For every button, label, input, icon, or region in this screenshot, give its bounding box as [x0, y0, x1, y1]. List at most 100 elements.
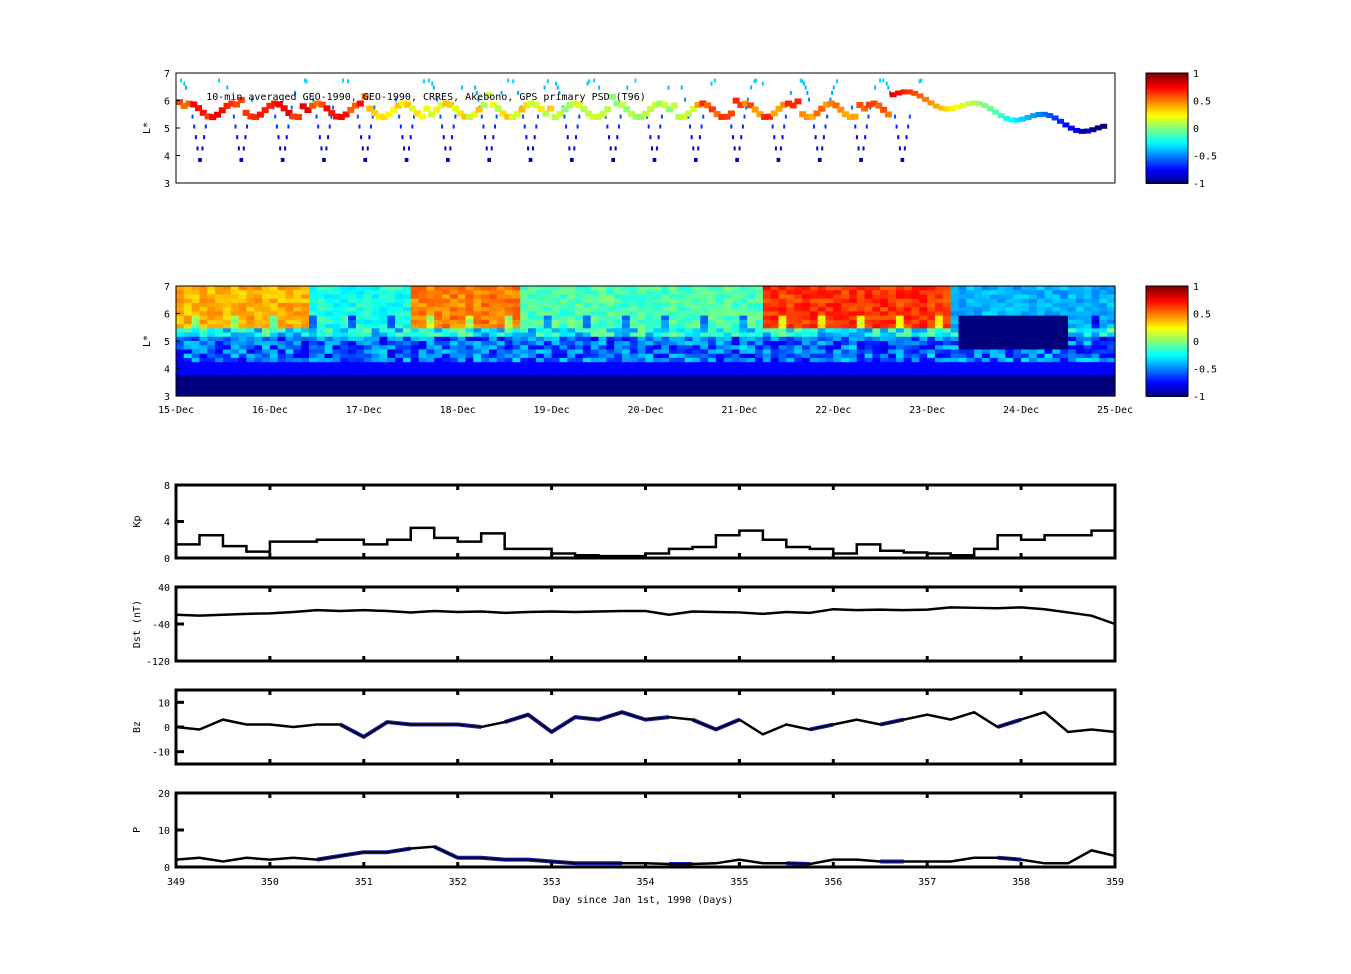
heatmap-cell: [1005, 307, 1014, 312]
observation-point: [746, 97, 749, 102]
heatmap-cell: [935, 290, 944, 296]
observation-point: [522, 114, 525, 119]
observation-point: [867, 114, 870, 119]
heatmap-cell: [927, 379, 936, 384]
heatmap-cell: [880, 328, 889, 334]
heatmap-cell: [348, 341, 357, 346]
geo-observation: [256, 111, 264, 118]
heatmap-cell: [215, 366, 224, 372]
heatmap-cell: [802, 315, 811, 321]
heatmap-cell: [825, 307, 834, 312]
heatmap-cell: [981, 391, 991, 397]
heatmap-cell: [629, 362, 639, 367]
geo-observation: [328, 110, 336, 117]
heatmap-cell: [841, 383, 850, 389]
heatmap-cell: [684, 349, 694, 355]
heatmap-cell: [1091, 370, 1100, 376]
heatmap-cell: [559, 341, 568, 346]
heatmap-cell: [598, 374, 607, 380]
heatmap-cell: [269, 379, 279, 384]
x-tick-label: 355: [730, 877, 748, 888]
heatmap-cell: [739, 298, 748, 304]
heatmap-cell: [176, 286, 185, 291]
heatmap-cell: [927, 366, 936, 372]
heatmap-cell: [770, 319, 780, 325]
heatmap-cell: [645, 341, 654, 346]
heatmap-cell: [379, 383, 388, 389]
heatmap-cell: [590, 349, 600, 355]
heatmap-cell: [551, 341, 561, 346]
observation-point: [614, 146, 617, 151]
geo-observation: [756, 111, 764, 118]
heatmap-cell: [1083, 336, 1093, 342]
heatmap-cell: [222, 298, 232, 304]
heatmap-cell: [285, 391, 294, 397]
heatmap-cell: [794, 366, 803, 372]
heatmap-cell: [230, 370, 240, 376]
heatmap-cell: [559, 298, 568, 304]
heatmap-cell: [802, 345, 811, 351]
heatmap-cell: [895, 307, 905, 312]
heatmap-cell: [379, 290, 388, 296]
heatmap-cell: [1099, 379, 1108, 384]
heatmap-cell: [520, 290, 529, 296]
heatmap-cell: [1091, 366, 1100, 372]
heatmap-cell: [1028, 286, 1038, 291]
heatmap-cell: [1052, 391, 1061, 397]
heatmap-cell: [911, 383, 920, 389]
heatmap-cell: [864, 357, 874, 363]
heatmap-cell: [997, 298, 1007, 304]
heatmap-cell: [950, 362, 960, 367]
geo-observation: [842, 111, 850, 118]
heatmap-cell: [794, 341, 803, 346]
heatmap-cell: [355, 370, 365, 376]
heatmap-cell: [950, 319, 960, 325]
heatmap-cell: [1013, 286, 1022, 291]
geo-observation: [704, 102, 712, 109]
heatmap-cell: [614, 391, 623, 397]
geo-observation: [551, 113, 559, 120]
heatmap-cell: [833, 345, 842, 351]
heatmap-cell: [520, 336, 529, 342]
heatmap-cell: [927, 294, 936, 300]
heatmap-cell: [457, 374, 467, 380]
heatmap-cell: [622, 290, 631, 296]
bz-line-overlay: [339, 721, 482, 738]
heatmap-cell: [254, 286, 263, 291]
geo-observation: [746, 102, 754, 109]
geo-observation: [718, 113, 726, 120]
heatmap-cell: [449, 362, 459, 367]
heatmap-cell: [1028, 332, 1038, 338]
heatmap-cell: [262, 315, 271, 321]
heatmap-cell: [559, 324, 568, 329]
geo-observation: [585, 110, 593, 117]
heatmap-cell: [629, 290, 639, 296]
heatmap-cell: [731, 366, 740, 372]
heatmap-cell: [700, 366, 709, 372]
heatmap-cell: [176, 328, 185, 334]
colorbar-cell: [1146, 166, 1188, 170]
heatmap-cell: [770, 336, 780, 342]
colorbar-cell: [1146, 82, 1188, 85]
bz-omni-segment: [691, 717, 741, 732]
heatmap-cell: [238, 332, 248, 338]
heatmap-cell: [989, 298, 999, 304]
heatmap-cell: [825, 383, 834, 389]
heatmap-cell: [176, 353, 185, 359]
heatmap-cell: [1005, 345, 1014, 351]
heatmap-cell: [1060, 345, 1069, 351]
heatmap-cell: [1107, 332, 1116, 338]
heatmap-cell: [590, 366, 600, 372]
heatmap-cell: [598, 319, 607, 325]
heatmap-cell: [332, 374, 341, 380]
heatmap-cell: [363, 311, 373, 317]
heatmap-cell: [551, 286, 561, 291]
heatmap-cell: [864, 362, 874, 367]
colorbar-cell: [1146, 300, 1188, 304]
heatmap-cell: [418, 311, 427, 317]
heatmap-cell: [864, 341, 874, 346]
observation-point: [517, 90, 520, 95]
heatmap-cell: [903, 298, 913, 304]
heatmap-cell: [520, 374, 529, 380]
heatmap-cell: [1075, 286, 1085, 291]
